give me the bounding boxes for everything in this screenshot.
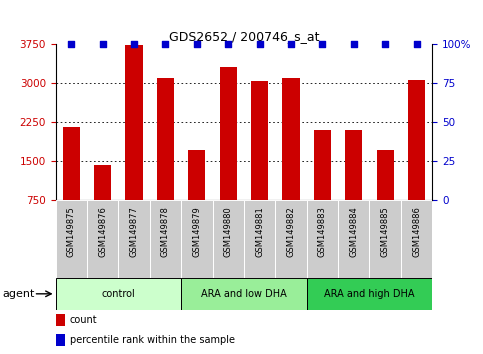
Bar [244,200,275,278]
Bar [314,130,331,200]
Point [319,41,327,47]
Text: GSM149881: GSM149881 [255,206,264,257]
Text: GSM149879: GSM149879 [192,206,201,257]
Point [382,41,389,47]
Bar [94,165,111,200]
Point [161,41,170,47]
Bar [126,45,142,200]
Text: control: control [101,289,135,299]
Bar [307,278,432,310]
Point [256,41,264,47]
Point [412,41,420,47]
Point [350,41,357,47]
Text: ARA and low DHA: ARA and low DHA [201,289,287,299]
Text: GSM149877: GSM149877 [129,206,139,257]
Bar [369,200,401,278]
Point [224,41,232,47]
Text: GSM149876: GSM149876 [98,206,107,257]
Bar [275,200,307,278]
Bar [377,150,394,200]
Bar [63,127,80,200]
Text: agent: agent [2,289,35,299]
Point [287,41,295,47]
Bar [401,200,432,278]
Bar [188,150,205,200]
Point [99,41,107,47]
Bar [56,314,65,326]
Bar [408,80,425,200]
Text: GSM149885: GSM149885 [381,206,390,257]
Bar [150,200,181,278]
Title: GDS2652 / 200746_s_at: GDS2652 / 200746_s_at [169,30,319,43]
Bar [56,334,65,346]
Bar [251,81,268,200]
Text: GSM149880: GSM149880 [224,206,233,257]
Bar [181,278,307,310]
Bar [56,278,181,310]
Bar [345,130,362,200]
Text: GSM149878: GSM149878 [161,206,170,257]
Bar [157,78,174,200]
Bar [56,200,87,278]
Text: GSM149883: GSM149883 [318,206,327,257]
Text: GSM149886: GSM149886 [412,206,421,257]
Text: GSM149875: GSM149875 [67,206,76,257]
Bar [220,67,237,200]
Bar [181,200,213,278]
Bar [307,200,338,278]
Point [68,41,75,47]
Bar [87,200,118,278]
Bar [118,200,150,278]
Point [130,41,138,47]
Bar [213,200,244,278]
Point [193,41,201,47]
Bar [338,200,369,278]
Text: ARA and high DHA: ARA and high DHA [324,289,415,299]
Text: count: count [70,315,98,325]
Text: GSM149884: GSM149884 [349,206,358,257]
Text: GSM149882: GSM149882 [286,206,296,257]
Bar [283,78,299,200]
Text: percentile rank within the sample: percentile rank within the sample [70,335,235,345]
